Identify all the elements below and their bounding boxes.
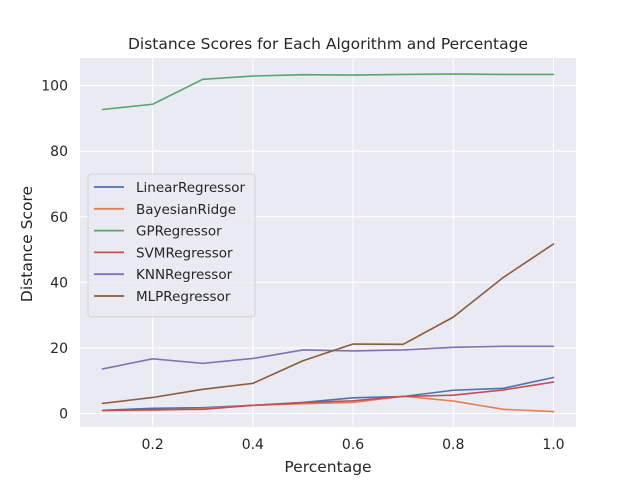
x-tick-label: 1.0 — [542, 437, 564, 453]
y-axis-ticks: 0 20 40 60 80 100 — [41, 79, 68, 423]
y-axis-label: Distance Score — [18, 186, 36, 302]
series-line-gpregressor — [101, 73, 555, 111]
series-line-mlpregressor — [101, 243, 555, 405]
legend-label: GPRegressor — [136, 224, 222, 240]
series-line-linearregressor — [101, 376, 555, 412]
legend: LinearRegressor BayesianRidge GPRegressor S… — [87, 173, 256, 318]
x-tick-label: 0.2 — [142, 437, 164, 453]
y-tick-label: 40 — [50, 275, 68, 291]
x-tick-label: 0.4 — [242, 437, 264, 453]
legend-label: LinearRegressor — [136, 180, 245, 196]
x-axis-label: Percentage — [284, 458, 371, 476]
series-lines — [101, 73, 555, 413]
y-tick-label: 60 — [50, 210, 68, 226]
legend-label: MLPRegressor — [136, 289, 231, 305]
legend-label: SVMRegressor — [136, 245, 233, 261]
legend-label: BayesianRidge — [136, 202, 236, 218]
series-line-svmregressor — [101, 381, 555, 412]
x-tick-label: 0.8 — [442, 437, 464, 453]
series-line-knnregressor — [101, 345, 555, 370]
legend-label: KNNRegressor — [136, 267, 233, 283]
y-tick-label: 20 — [50, 341, 68, 357]
y-tick-label: 0 — [59, 407, 68, 423]
x-tick-label: 0.6 — [342, 437, 364, 453]
legend-box — [87, 173, 256, 318]
x-axis-ticks: 0.2 0.4 0.6 0.8 1.0 — [142, 437, 565, 453]
y-tick-label: 80 — [50, 144, 68, 160]
chart-title: Distance Scores for Each Algorithm and P… — [128, 35, 528, 53]
y-tick-label: 100 — [41, 79, 68, 95]
